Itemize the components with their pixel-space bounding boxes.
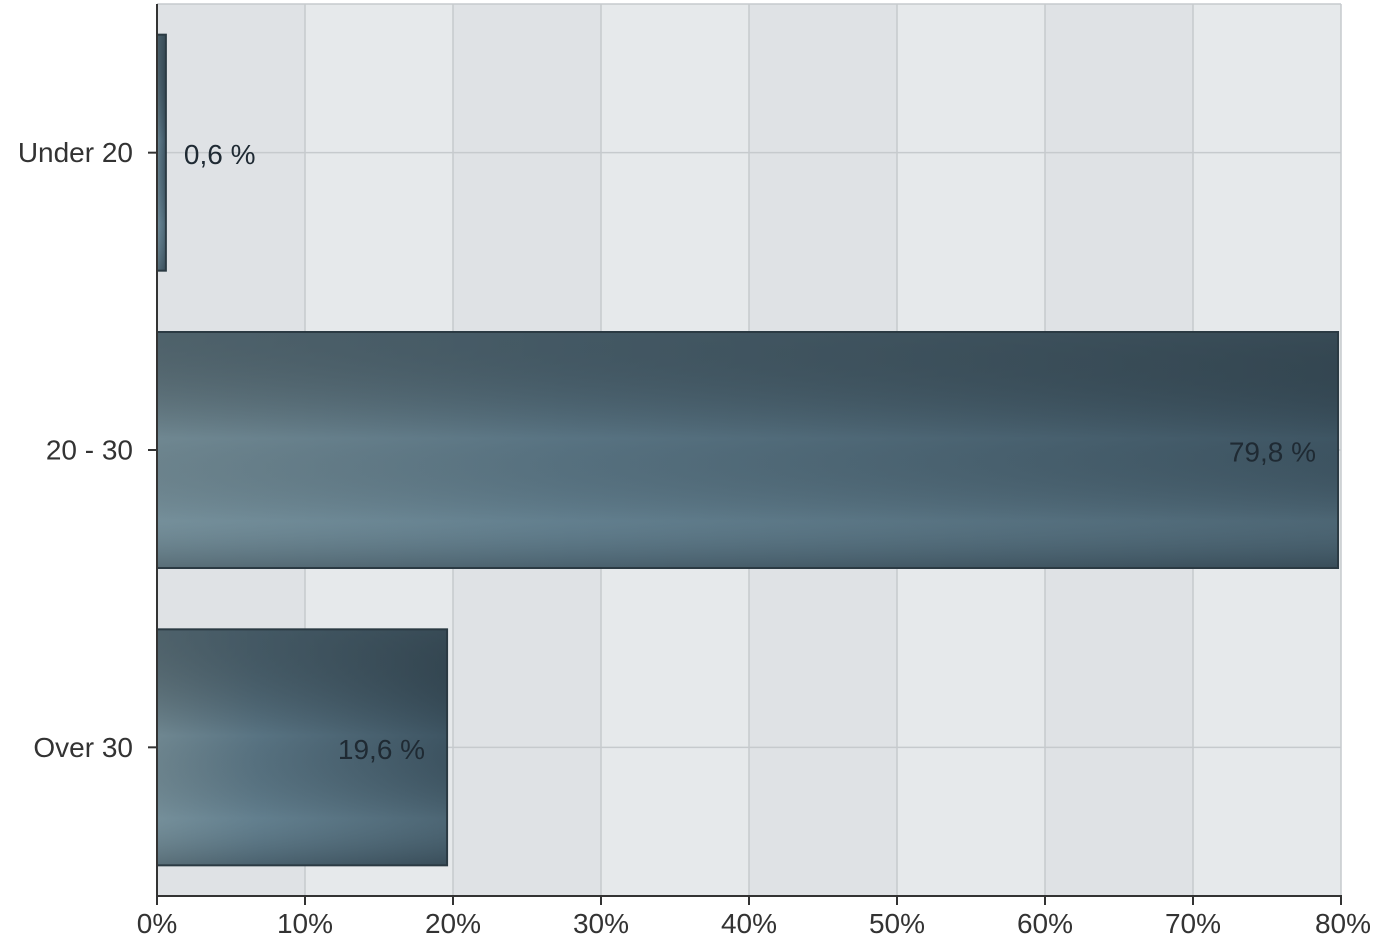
x-tick-label: 50% [869,908,925,939]
x-tick-label: 30% [573,908,629,939]
x-tick-label: 40% [721,908,777,939]
data-labels: 0,6 % 79,8 % 19,6 % [184,139,1316,765]
x-tick-labels: 0% 10% 20% 30% 40% 50% 60% 70% 80% [137,908,1371,939]
data-label: 19,6 % [338,734,425,765]
bars-group [156,33,1340,867]
x-tick-label: 60% [1017,908,1073,939]
bar-shading [156,331,1340,569]
category-label: Under 20 [18,137,133,168]
data-label: 0,6 % [184,139,256,170]
category-labels: Under 20 20 - 30 Over 30 [18,137,133,763]
x-tick-label: 80% [1315,908,1371,939]
x-tick-label: 0% [137,908,177,939]
data-label: 79,8 % [1229,437,1316,468]
x-tick-label: 70% [1165,908,1221,939]
bar-shading [156,33,167,272]
category-label: 20 - 30 [46,435,133,466]
x-tick-label: 10% [277,908,333,939]
axes [148,4,1342,905]
bar-shading [156,628,449,867]
x-tick-label: 20% [425,908,481,939]
category-label: Over 30 [33,732,133,763]
